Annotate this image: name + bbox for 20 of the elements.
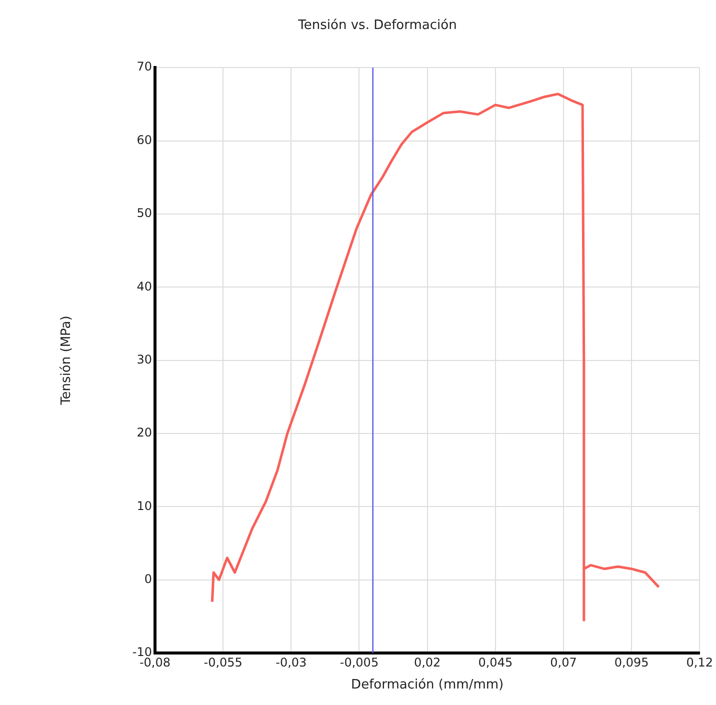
x-tick-label: -0,03 (276, 655, 307, 670)
y-tick-label: 20 (136, 426, 152, 440)
y-tick-label: 30 (136, 352, 152, 366)
y-tick-label: 40 (136, 279, 152, 294)
y-tick-label: 60 (136, 132, 152, 147)
x-tick-label: 0,02 (414, 655, 441, 670)
y-tick-label: 0 (144, 572, 152, 586)
chart-title: Tensión vs. Deformación (297, 18, 457, 34)
y-tick-label: 10 (136, 498, 152, 513)
x-tick-label: -0,005 (340, 655, 379, 670)
y-tick-label: 70 (136, 60, 152, 74)
x-tick-label: 0,12 (686, 655, 713, 670)
x-tick-label: 0,07 (550, 655, 577, 670)
x-tick-label: 0,045 (478, 655, 513, 670)
y-tick-label: 50 (136, 206, 152, 220)
y-axis-title: Tensión (MPa) (59, 316, 74, 406)
x-tick-label: -0,055 (204, 655, 242, 670)
x-axis-title: Deformación (mm/mm) (351, 678, 504, 693)
x-tick-label: -0,08 (139, 655, 171, 670)
x-tick-label: 0,095 (614, 655, 649, 670)
